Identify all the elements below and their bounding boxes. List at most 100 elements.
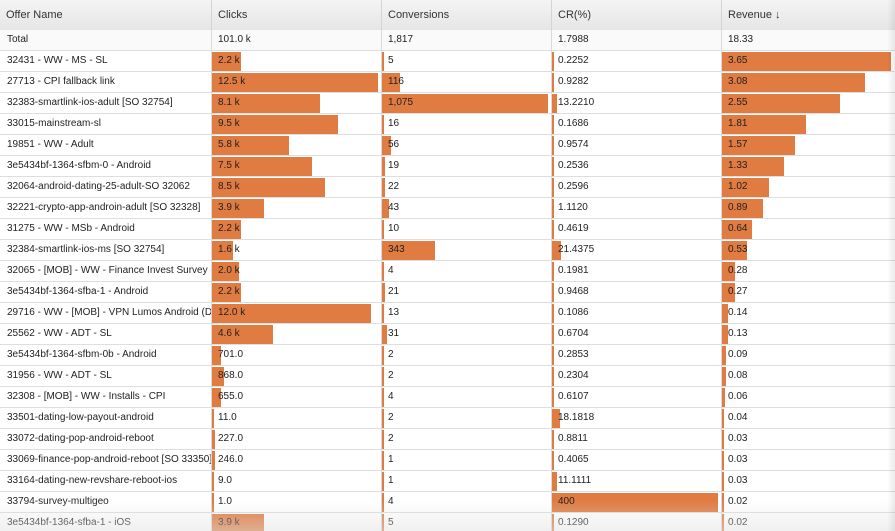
clicks-cell: 2.2 k — [212, 282, 382, 302]
table-row[interactable]: 33501-dating-low-payout-android 11.0 2 18.1… — [0, 408, 895, 429]
revenue-value: 0.28 — [728, 265, 748, 276]
conversions-value: 10 — [388, 223, 400, 234]
table-row[interactable]: 19851 - WW - Adult 5.8 k 56 0.9574 1.57 — [0, 135, 895, 156]
revenue-value: 1.02 — [728, 181, 748, 192]
clicks-cell: 7.5 k — [212, 156, 382, 176]
revenue-cell: 0.53 — [722, 240, 895, 260]
conversions-cell: 1,075 — [382, 93, 552, 113]
revenue-value: 0.03 — [728, 433, 748, 444]
cr-cell: 0.1686 — [552, 114, 722, 134]
table-row[interactable]: 32064-android-dating-25-adult-SO 32062 8.… — [0, 177, 895, 198]
conversions-value: 2 — [388, 433, 394, 444]
cr-value: 0.6107 — [558, 391, 589, 402]
table-row[interactable]: 33015-mainstream-sl 9.5 k 16 0.1686 1.81 — [0, 114, 895, 135]
revenue-bar — [722, 472, 724, 491]
cr-cell: 0.6704 — [552, 324, 722, 344]
clicks-bar — [212, 283, 241, 302]
conversions-bar — [382, 472, 384, 491]
total-row: Total 101.0 k 1,817 1.7988 18.33 — [0, 30, 895, 51]
revenue-value: 0.06 — [728, 391, 748, 402]
offer-name: 32308 - [MOB] - WW - Installs - CPI — [7, 391, 166, 402]
table-row[interactable]: 33794-survey-multigeo 1.0 4 400 0.02 — [0, 492, 895, 513]
clicks-bar — [212, 325, 273, 344]
revenue-cell: 3.65 — [722, 51, 895, 71]
offer-name: 32384-smartlink-ios-ms [SO 32754] — [7, 244, 165, 255]
conversions-bar — [382, 409, 384, 428]
arrow-down-icon[interactable]: ↓ — [775, 9, 781, 21]
revenue-cell: 0.27 — [722, 282, 895, 302]
cr-value: 0.1686 — [558, 118, 589, 129]
revenue-bar — [722, 115, 806, 134]
clicks-cell: 246.0 — [212, 450, 382, 470]
table-row[interactable]: 25562 - WW - ADT - SL 4.6 k 31 0.6704 0.13 — [0, 324, 895, 345]
table-row[interactable]: 31956 - WW - ADT - SL 868.0 2 0.2304 0.08 — [0, 366, 895, 387]
table-row[interactable]: 33164-dating-new-revshare-reboot-ios 9.0 1… — [0, 471, 895, 492]
cr-cell: 21.4375 — [552, 240, 722, 260]
clicks-value: 246.0 — [218, 454, 244, 465]
offer-name: 33794-survey-multigeo — [7, 496, 109, 507]
table-row[interactable]: 32431 - WW - MS - SL 2.2 k 5 0.2252 3.65 — [0, 51, 895, 72]
total-conversions-value: 1,817 — [388, 34, 414, 45]
table-row[interactable]: 32384-smartlink-ios-ms [SO 32754] 1.6 k 34… — [0, 240, 895, 261]
cr-cell: 0.4619 — [552, 219, 722, 239]
conversions-bar — [382, 73, 400, 92]
revenue-value: 3.65 — [728, 55, 748, 66]
conversions-cell: 21 — [382, 282, 552, 302]
table-row[interactable]: 29716 - WW - [MOB] - VPN Lumos Android (… — [0, 303, 895, 324]
revenue-bar — [722, 241, 747, 260]
table-row[interactable]: 31275 - WW - MSb - Android 2.2 k 10 0.4619 0… — [0, 219, 895, 240]
clicks-bar — [212, 430, 215, 449]
column-header-offer-name[interactable]: Offer Name — [0, 0, 212, 30]
clicks-value: 9.0 — [218, 475, 232, 486]
revenue-cell: 0.04 — [722, 408, 895, 428]
table-row[interactable]: 3e5434bf-1364-sfba-1 - Android 2.2 k 21 0.9… — [0, 282, 895, 303]
conversions-bar — [382, 136, 391, 155]
revenue-value: 0.64 — [728, 223, 748, 234]
offer-name-cell: 3e5434bf-1364-sfbm-0 - Android — [0, 156, 212, 176]
clicks-bar — [212, 304, 371, 323]
conversions-bar — [382, 115, 384, 134]
column-header-conversions[interactable]: Conversions — [382, 0, 552, 30]
offer-name-cell: 32064-android-dating-25-adult-SO 32062 — [0, 177, 212, 197]
clicks-cell: 3.9 k — [212, 513, 382, 531]
revenue-value: 0.53 — [728, 244, 748, 255]
column-header-clicks[interactable]: Clicks — [212, 0, 382, 30]
revenue-value: 0.04 — [728, 412, 748, 423]
table-row[interactable]: 33069-finance-pop-android-reboot [SO 333… — [0, 450, 895, 471]
clicks-value: 3.9 k — [218, 517, 240, 528]
cr-bar — [552, 346, 554, 365]
revenue-cell: 1.81 — [722, 114, 895, 134]
conversions-cell: 4 — [382, 387, 552, 407]
cr-cell: 0.1086 — [552, 303, 722, 323]
offer-name: 3e5434bf-1364-sfbm-0b - Android — [7, 349, 157, 360]
revenue-bar — [722, 325, 728, 344]
conversions-value: 2 — [388, 349, 394, 360]
conversions-value: 21 — [388, 286, 400, 297]
table-row[interactable]: 32383-smartlink-ios-adult [SO 32754] 8.1 … — [0, 93, 895, 114]
revenue-cell: 0.03 — [722, 450, 895, 470]
table-row[interactable]: 32065 - [MOB] - WW - Finance Invest Surv… — [0, 261, 895, 282]
offer-name-cell: 32383-smartlink-ios-adult [SO 32754] — [0, 93, 212, 113]
cr-bar — [552, 136, 554, 155]
table-row[interactable]: 33072-dating-pop-android-reboot 227.0 2 0.8… — [0, 429, 895, 450]
table-row[interactable]: 27713 - CPI fallback link 12.5 k 116 0.9282… — [0, 72, 895, 93]
offer-name: 32221-crypto-app-androin-adult [SO 32328… — [7, 202, 201, 213]
clicks-cell: 2.2 k — [212, 51, 382, 71]
cr-value: 0.1086 — [558, 307, 589, 318]
offer-name: 27713 - CPI fallback link — [7, 76, 115, 87]
cr-value: 11.1111 — [558, 475, 592, 486]
table-row[interactable]: 3e5434bf-1364-sfbm-0 - Android 7.5 k 19 0.2… — [0, 156, 895, 177]
revenue-bar — [722, 409, 724, 428]
table-row[interactable]: 32221-crypto-app-androin-adult [SO 32328… — [0, 198, 895, 219]
offer-name: 3e5434bf-1364-sfbm-0 - Android — [7, 160, 151, 171]
clicks-value: 2.2 k — [218, 55, 240, 66]
table-row[interactable]: 3e5434bf-1364-sfba-1 - iOS 3.9 k 5 0.1290 0.… — [0, 513, 895, 531]
cr-value: 0.2252 — [558, 55, 589, 66]
table-row[interactable]: 32308 - [MOB] - WW - Installs - CPI 655.0… — [0, 387, 895, 408]
clicks-bar — [212, 115, 338, 134]
table-row[interactable]: 3e5434bf-1364-sfbm-0b - Android 701.0 2 0.2… — [0, 345, 895, 366]
offer-name: 32064-android-dating-25-adult-SO 32062 — [7, 181, 190, 192]
column-header-cr[interactable]: CR(%) — [552, 0, 722, 30]
column-header-revenue[interactable]: Revenue ↓ — [722, 0, 895, 30]
revenue-value: 1.81 — [728, 118, 748, 129]
